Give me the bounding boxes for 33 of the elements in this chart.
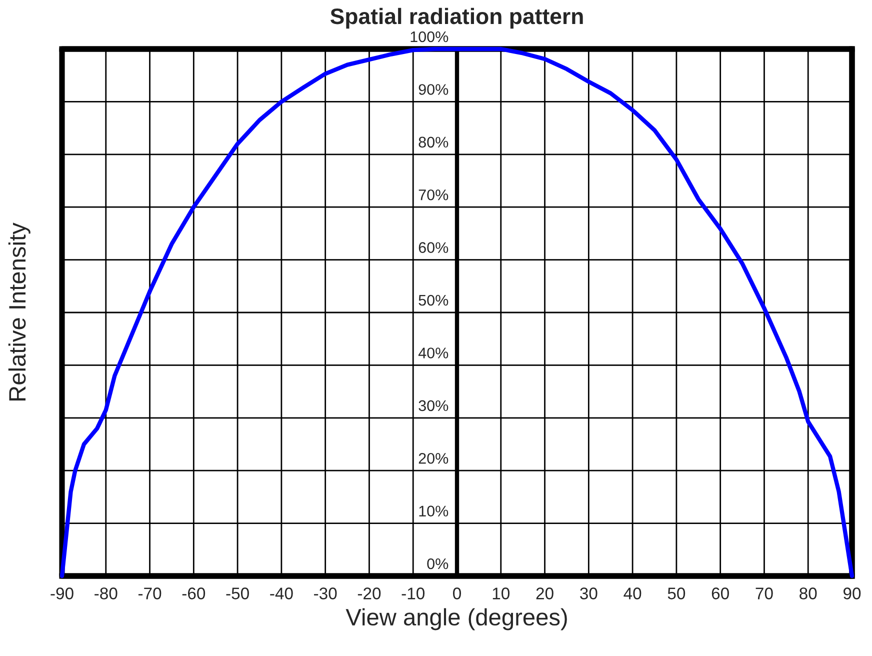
x-tick-label: 20 <box>536 588 554 600</box>
x-tick-label: 60 <box>712 588 729 600</box>
y-tick-label: 40% <box>418 348 448 358</box>
x-tick-label: -80 <box>94 588 118 600</box>
x-tick-label: 90 <box>844 588 861 600</box>
y-tick-label: 20% <box>418 452 448 464</box>
y-tick-label: 0% <box>427 558 448 570</box>
x-tick-label: -70 <box>138 588 162 600</box>
x-tick-label: -40 <box>270 588 293 600</box>
x-tick-label: 80 <box>800 588 817 600</box>
y-tick-label: 60% <box>418 242 448 253</box>
x-tick-label: -30 <box>314 588 337 600</box>
y-tick-label: 90% <box>418 84 448 95</box>
x-tick-label: -10 <box>402 588 425 600</box>
x-tick-label: 70 <box>756 588 773 600</box>
x-tick-label: -50 <box>226 588 249 600</box>
x-tick-label: -20 <box>358 588 381 600</box>
x-tick-label: 50 <box>668 588 686 600</box>
y-tick-label: 70% <box>418 189 448 200</box>
x-tick-label: 40 <box>624 588 642 600</box>
chart-title: Spatial radiation pattern <box>330 8 583 29</box>
y-tick-label: 50% <box>418 294 448 306</box>
x-axis-title: View angle (degrees) <box>346 608 567 630</box>
x-tick-label: 0 <box>453 588 461 600</box>
y-axis-title: Relative Intensity <box>8 222 30 400</box>
y-tick-label: 10% <box>419 506 448 516</box>
y-tick-label: 100% <box>410 31 448 42</box>
x-tick-label: -60 <box>182 588 206 600</box>
x-tick-label: 10 <box>492 588 510 600</box>
y-tick-label: 80% <box>418 136 448 148</box>
x-tick-label: -90 <box>50 588 74 600</box>
y-tick-label: 30% <box>418 400 448 412</box>
x-tick-label: 30 <box>580 588 598 600</box>
